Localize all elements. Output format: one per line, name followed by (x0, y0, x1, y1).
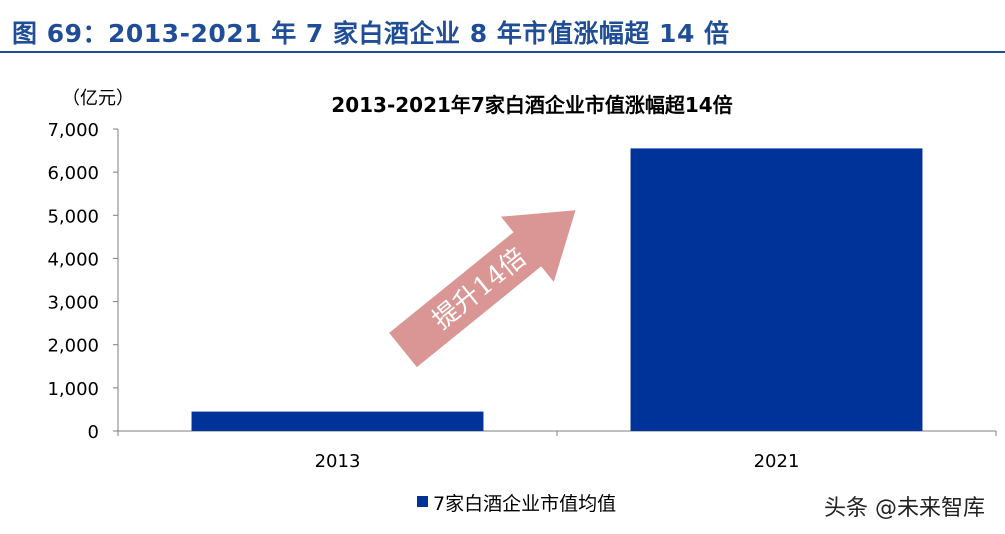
figure-header: 图 69：2013-2021 年 7 家白酒企业 8 年市值涨幅超 14 倍 (0, 0, 1005, 54)
figure-title: 图 69：2013-2021 年 7 家白酒企业 8 年市值涨幅超 14 倍 (12, 19, 730, 48)
legend: 7家白酒企业市值均值 (417, 493, 616, 515)
legend-swatch (417, 496, 428, 507)
y-tick-label: 2,000 (47, 336, 99, 357)
chart-title: 2013-2021年7家白酒企业市值涨幅超14倍 (331, 93, 732, 117)
growth-arrow-label: 提升14倍 (427, 242, 532, 335)
header-rule (0, 51, 1005, 53)
y-tick-label: 4,000 (47, 249, 99, 270)
x-axis-ticks: 2013 2021 (117, 431, 997, 472)
x-tick-label: 2021 (754, 451, 800, 472)
legend-label: 7家白酒企业市值均值 (433, 493, 616, 515)
bars-group (191, 148, 923, 431)
y-tick-label: 1,000 (47, 379, 99, 400)
bar-2021 (630, 148, 923, 431)
bar-2013 (191, 411, 484, 431)
x-tick-label: 2013 (315, 451, 361, 472)
y-tick-label: 5,000 (47, 206, 99, 227)
growth-arrow-shape (389, 210, 576, 368)
y-tick-label: 7,000 (47, 120, 99, 141)
y-axis-unit-label: （亿元） (62, 88, 134, 109)
y-tick-label: 6,000 (47, 163, 99, 184)
y-tick-label: 0 (88, 422, 99, 443)
y-axis-ticks: 0 1,000 2,000 3,000 4,000 5,000 6,000 7,000 (47, 120, 118, 443)
watermark: 头条 @未来智库 (824, 496, 985, 521)
y-tick-label: 3,000 (47, 293, 99, 314)
growth-arrow-annotation: 提升14倍 (389, 210, 576, 368)
